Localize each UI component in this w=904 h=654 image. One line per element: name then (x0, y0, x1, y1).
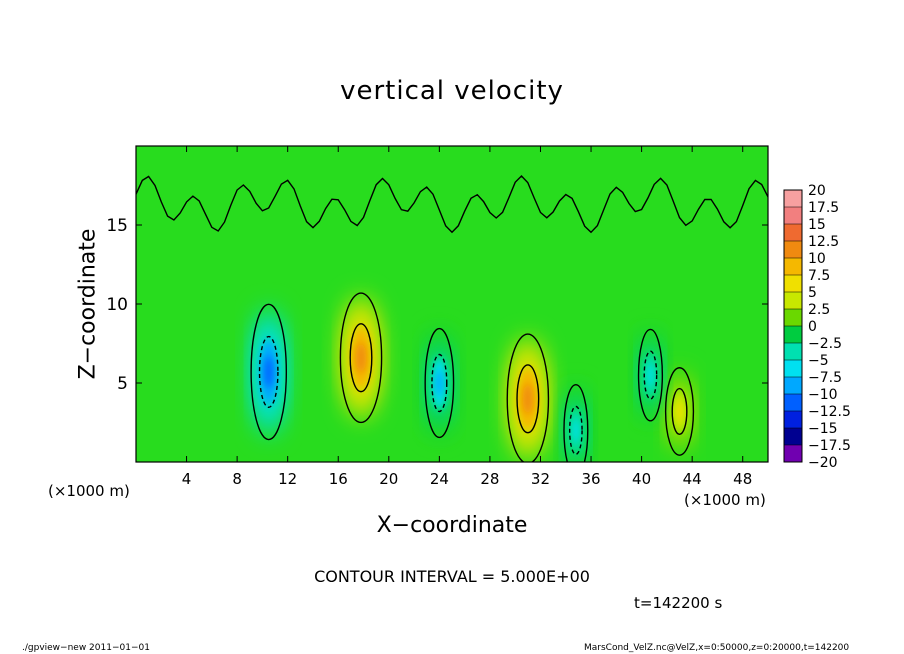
x-tick-label-11: 48 (733, 470, 752, 488)
contour-core-6 (643, 350, 658, 400)
colorbar-swatch-7 (784, 309, 802, 327)
x-unit-label-right: (×1000 m) (684, 491, 766, 509)
contour-outer-4 (424, 327, 455, 439)
contour-core-0 (349, 323, 373, 393)
colorbar-label-3: 12.5 (808, 234, 839, 250)
field-blob-6-3 (647, 364, 654, 386)
colorbar-label-6: 5 (808, 285, 817, 301)
x-tick-label-0: 4 (182, 470, 192, 488)
contour-outer-6 (637, 328, 664, 422)
plot-area (136, 146, 768, 462)
y-axis: 5 10 15 (106, 216, 768, 394)
contour-core-3 (258, 335, 279, 409)
contour-outer-3 (250, 303, 288, 441)
x-tick-label-2: 12 (278, 470, 297, 488)
colorbar-swatch-10 (784, 360, 802, 378)
colorbar-swatch-6 (784, 292, 802, 310)
field-blob-5-3 (573, 419, 579, 442)
footer-left: ./gpview−new 2011−01−01 (22, 643, 150, 653)
contour-outer-2 (664, 367, 695, 456)
colorbar-label-2: 15 (808, 217, 826, 233)
contour-outer-0 (339, 292, 383, 424)
colorbar-label-0: 20 (808, 183, 826, 199)
colorbar-swatch-13 (784, 411, 802, 429)
x-axis: 4 8 12 16 20 24 28 32 36 40 44 48 (182, 146, 752, 488)
colorbar-label-5: 7.5 (808, 268, 830, 284)
colorbar-label-4: 10 (808, 251, 826, 267)
x-tick-label-9: 40 (632, 470, 651, 488)
x-unit-label-left: (×1000 m) (48, 482, 130, 500)
contour-interval-text: CONTOUR INTERVAL = 5.000E+00 (314, 567, 590, 586)
colorbar-swatch-2 (784, 224, 802, 242)
x-tick-label-8: 36 (581, 470, 600, 488)
colorbar-swatch-0 (784, 190, 802, 208)
colorbar-label-12: −10 (808, 387, 838, 403)
colorbar-label-11: −7.5 (808, 370, 842, 386)
contour-upper-zero (136, 174, 768, 234)
field-blob-4-3 (435, 370, 443, 396)
field-blob-3-3 (264, 355, 273, 389)
contour-core-2 (671, 387, 688, 436)
x-tick-label-7: 32 (531, 470, 550, 488)
x-tick-label-6: 28 (480, 470, 499, 488)
colorbar-label-9: −2.5 (808, 336, 842, 352)
colorbar-swatch-9 (784, 343, 802, 361)
x-tick-label-5: 24 (430, 470, 449, 488)
colorbar-label-16: −20 (808, 455, 838, 471)
y-tick-label-0: 5 (117, 374, 128, 394)
y-tick-label-2: 15 (106, 216, 128, 236)
colorbar-label-14: −15 (808, 421, 838, 437)
colorbar-label-10: −5 (808, 353, 829, 369)
contour-outer-5 (563, 384, 589, 462)
chart-title: vertical velocity (340, 76, 564, 106)
contour-lines (136, 174, 768, 462)
colorbar: 2017.51512.5107.552.50−2.5−5−7.5−10−12.5… (783, 183, 851, 471)
contour-core-1 (516, 364, 540, 434)
colorbar-swatch-11 (784, 377, 802, 395)
colorbar-swatch-3 (784, 241, 802, 259)
colorbar-swatch-15 (784, 445, 802, 463)
time-stamp: t=142200 s (634, 594, 723, 612)
colorbar-swatch-1 (784, 207, 802, 225)
field-blob-2-3 (676, 401, 683, 422)
colorbar-swatch-14 (784, 428, 802, 446)
colorbar-label-8: 0 (808, 319, 817, 335)
x-tick-label-4: 20 (379, 470, 398, 488)
contour-core-4 (431, 353, 448, 413)
colorbar-label-7: 2.5 (808, 302, 830, 318)
x-tick-label-3: 16 (329, 470, 348, 488)
colorbar-label-13: −12.5 (808, 404, 851, 420)
x-tick-label-1: 8 (232, 470, 242, 488)
contour-outer-1 (506, 333, 550, 462)
y-axis-label: Z−coordinate (75, 228, 101, 380)
x-axis-label: X−coordinate (376, 513, 528, 538)
footer-right: MarsCond_VelZ.nc@VelZ,x=0:50000,z=0:2000… (584, 643, 850, 653)
colorbar-label-15: −17.5 (808, 438, 851, 454)
colorbar-swatch-4 (784, 258, 802, 276)
contour-core-5 (568, 405, 583, 455)
y-tick-label-1: 10 (106, 295, 128, 315)
field-blob-0-3 (356, 342, 366, 374)
x-tick-label-10: 44 (683, 470, 702, 488)
colorbar-swatch-12 (784, 394, 802, 412)
colorbar-swatch-8 (784, 326, 802, 344)
colorbar-label-1: 17.5 (808, 200, 839, 216)
colorbar-swatch-5 (784, 275, 802, 293)
field-blob-1-3 (522, 383, 533, 415)
